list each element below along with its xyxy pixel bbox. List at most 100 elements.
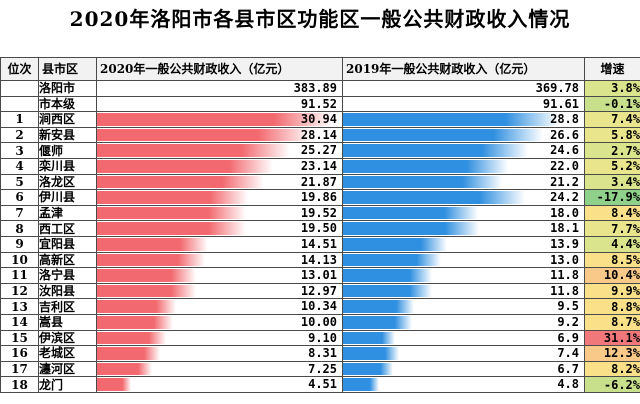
value-2019: 26.6 — [550, 127, 579, 142]
growth-cell: 8.5% — [584, 251, 640, 269]
value-2020: 23.14 — [300, 158, 337, 173]
growth-cell: 5.8% — [584, 126, 640, 144]
growth-cell: 2.7% — [584, 142, 640, 159]
bar-2020 — [97, 159, 274, 173]
cell-2019: 11.8 — [342, 282, 585, 300]
value-2019: 13.9 — [550, 236, 579, 251]
cell-2019: 18.0 — [342, 204, 585, 222]
value-2019: 28.8 — [550, 112, 579, 127]
bar-2019 — [343, 315, 412, 329]
bar-2020 — [97, 269, 197, 282]
table-row: 1 涧西区 30.94 28.8 7.4% — [0, 111, 640, 128]
growth-cell: -0.1% — [584, 95, 640, 113]
table-row: 7 孟津 19.52 18.0 8.4% — [0, 204, 640, 222]
table-row: 5 洛龙区 21.87 21.2 3.4% — [0, 173, 640, 191]
data-table: 位次 县市区 2020年一般公共财政收入（亿元） 2019年一般公共财政收入（亿… — [0, 57, 640, 393]
cell-2020: 19.86 — [96, 189, 343, 206]
cell-2020: 13.01 — [96, 267, 343, 284]
bar-2020 — [97, 362, 153, 376]
bar-2019 — [343, 347, 399, 360]
value-2019: 21.2 — [550, 174, 579, 189]
district-cell: 龙门 — [38, 376, 97, 393]
rank-cell: 13 — [0, 298, 39, 315]
table-row: 10 高新区 14.13 13.0 8.5% — [0, 251, 640, 269]
rank-cell: 6 — [0, 189, 39, 206]
rank-cell: 15 — [0, 329, 39, 347]
value-2020: 14.51 — [300, 236, 337, 251]
cell-2020: 19.52 — [96, 204, 343, 222]
rank-cell: 17 — [0, 360, 39, 378]
bar-2019 — [343, 191, 525, 204]
district-cell: 市本级 — [38, 95, 97, 113]
cell-2019: 18.1 — [342, 220, 585, 237]
bar-2019 — [343, 284, 432, 298]
cell-2020: 4.51 — [96, 376, 343, 393]
cell-2019: 24.2 — [342, 189, 585, 206]
district-cell: 嵩县 — [38, 313, 97, 331]
cell-2019: 28.8 — [342, 111, 585, 128]
district-cell: 偃师 — [38, 142, 97, 159]
header-2020: 2020年一般公共财政收入（亿元） — [96, 57, 343, 81]
bar-2020 — [97, 300, 176, 313]
district-cell: 吉利区 — [38, 298, 97, 315]
bar-2019 — [343, 331, 395, 345]
growth-cell: 10.4% — [584, 267, 640, 284]
growth-cell: 31.1% — [584, 329, 640, 347]
value-2020: 13.01 — [300, 268, 337, 283]
growth-cell: -6.2% — [584, 376, 640, 393]
table-row: 洛阳市 383.89 369.78 3.8% — [0, 80, 640, 97]
header-district: 县市区 — [38, 57, 97, 81]
value-2020: 14.13 — [300, 252, 337, 267]
rank-cell: 4 — [0, 157, 39, 175]
cell-2020: 19.50 — [96, 220, 343, 237]
growth-cell: 4.4% — [584, 235, 640, 253]
value-2019: 24.2 — [550, 190, 579, 205]
value-2019: 22.0 — [550, 158, 579, 173]
value-2019: 9.5 — [557, 299, 579, 314]
district-cell: 栾川县 — [38, 157, 97, 175]
growth-cell: 8.8% — [584, 298, 640, 315]
cell-2019: 13.0 — [342, 251, 585, 269]
district-cell: 新安县 — [38, 126, 97, 144]
value-2020: 25.27 — [300, 143, 337, 158]
bar-2020 — [97, 175, 264, 189]
growth-cell: 7.4% — [584, 111, 640, 128]
district-cell: 伊川县 — [38, 189, 97, 206]
table-row: 9 宜阳县 14.51 13.9 4.4% — [0, 235, 640, 253]
bar-2019 — [343, 362, 394, 376]
bar-2019 — [343, 159, 508, 173]
value-2020: 9.10 — [308, 330, 337, 345]
cell-2020: 7.25 — [96, 360, 343, 378]
bar-2020 — [97, 206, 246, 220]
bar-2020 — [97, 237, 208, 251]
district-cell: 老城区 — [38, 345, 97, 362]
chart-title: 2020年洛阳市各县市区功能区一般公共财政收入情况 — [69, 7, 571, 31]
cell-2019: 9.2 — [342, 313, 585, 331]
value-2019: 91.61 — [542, 96, 579, 111]
header-row: 位次 县市区 2020年一般公共财政收入（亿元） 2019年一般公共财政收入（亿… — [0, 57, 640, 81]
cell-2020: 12.97 — [96, 282, 343, 300]
value-2020: 12.97 — [300, 283, 337, 298]
district-cell: 洛宁县 — [38, 267, 97, 284]
cell-2020: 383.89 — [96, 80, 343, 97]
table-body: 位次 县市区 2020年一般公共财政收入（亿元） 2019年一般公共财政收入（亿… — [0, 57, 640, 393]
value-2020: 91.52 — [300, 96, 337, 111]
rank-cell: 11 — [0, 267, 39, 284]
bar-2019 — [343, 300, 415, 313]
table-row: 8 西工区 19.50 18.1 7.7% — [0, 220, 640, 237]
value-2019: 11.8 — [550, 283, 579, 298]
rank-cell: 8 — [0, 220, 39, 237]
bar-2019 — [343, 269, 432, 282]
bar-2019 — [343, 144, 528, 157]
bar-2020 — [97, 128, 312, 142]
value-2020: 19.52 — [300, 205, 337, 220]
bar-2020 — [97, 253, 205, 267]
value-2020: 28.14 — [300, 127, 337, 142]
district-cell: 瀍河区 — [38, 360, 97, 378]
header-2019: 2019年一般公共财政收入（亿元） — [342, 57, 585, 81]
district-cell: 伊滨区 — [38, 329, 97, 347]
value-2019: 7.4 — [557, 346, 579, 361]
table-row: 12 汝阳县 12.97 11.8 9.9% — [0, 282, 640, 300]
table-row: 11 洛宁县 13.01 11.8 10.4% — [0, 267, 640, 284]
